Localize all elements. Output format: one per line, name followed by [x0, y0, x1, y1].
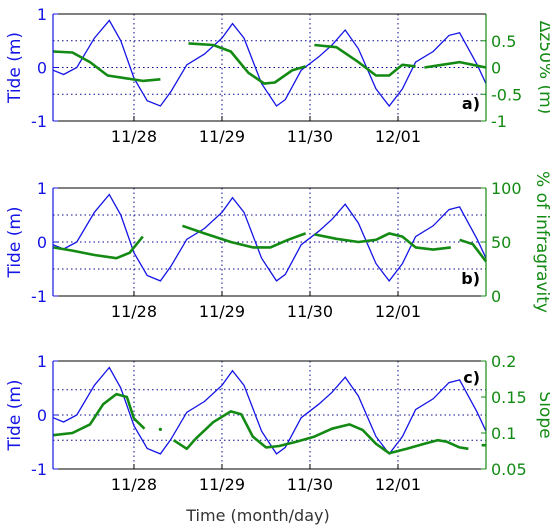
right-y-axis-label: Δz50% (m)	[535, 21, 550, 115]
secondary-segment-2	[314, 232, 451, 251]
x-axis-label: Time (month/day)	[185, 506, 329, 525]
left-tick-label-1: 0	[37, 233, 47, 252]
right-tick-label-2: 0	[491, 59, 501, 78]
x-tick-label-3: 12/01	[375, 302, 421, 321]
left-tick-label-2: 1	[37, 352, 47, 371]
right-tick-label-0: 0.05	[491, 460, 527, 479]
left-y-axis-label: Tide (m)	[5, 379, 25, 451]
secondary-point-1	[158, 427, 162, 431]
left-tick-label-0: -1	[31, 112, 47, 131]
panel-c: -1 0 1 0.05 0.1 0.15 0.2 11/28 11/29 11/30 12/01 Ti…	[5, 352, 550, 494]
panel-label: c)	[463, 368, 480, 387]
right-tick-label-1: 50	[491, 233, 511, 252]
x-tick-label-0: 11/28	[111, 127, 157, 146]
x-tick-label-1: 11/29	[199, 127, 245, 146]
x-tick-label-2: 11/30	[287, 475, 333, 494]
tide-line	[52, 366, 487, 455]
right-tick-label-1: 0.1	[491, 424, 516, 443]
secondary-segment-0	[52, 392, 146, 437]
x-tick-label-0: 11/28	[111, 475, 157, 494]
x-tick-label-1: 11/29	[199, 475, 245, 494]
panel-b: -1 0 1 0 50 100 11/28 11/29 11/30 12/01 Tide (m) % …	[5, 171, 550, 321]
right-tick-label-0: -1	[491, 112, 507, 131]
left-tick-label-1: 0	[37, 406, 47, 425]
right-tick-label-2: 0.15	[491, 388, 527, 407]
left-y-axis-label: Tide (m)	[5, 206, 25, 278]
secondary-segment-3	[459, 238, 488, 263]
left-tick-label-2: 1	[37, 179, 47, 198]
right-tick-label-2: 100	[491, 179, 522, 198]
right-y-axis-label: % of infragravity	[532, 171, 550, 313]
tide-line	[52, 19, 487, 108]
panel-a: -1 0 1 -1 -0.5 0 0.5 11/28 11/29 11/30 12/01 Tide (…	[5, 5, 550, 146]
left-tick-label-1: 0	[37, 59, 47, 78]
tide-line	[52, 193, 487, 282]
x-tick-label-0: 11/28	[111, 302, 157, 321]
secondary-segment-2	[314, 43, 416, 77]
x-tick-label-3: 12/01	[375, 475, 421, 494]
panels: -1 0 1 -1 -0.5 0 0.5 11/28 11/29 11/30 12/01 Tide (…	[5, 5, 550, 494]
left-tick-label-0: -1	[31, 460, 47, 479]
left-tick-label-0: -1	[31, 287, 47, 306]
x-tick-label-2: 11/30	[287, 127, 333, 146]
secondary-segment-3	[424, 60, 487, 69]
left-tick-label-2: 1	[37, 5, 47, 24]
secondary-segment-0	[52, 235, 144, 260]
right-tick-label-1: -0.5	[491, 85, 522, 104]
right-tick-label-0: 0	[491, 287, 501, 306]
x-tick-label-2: 11/30	[287, 302, 333, 321]
left-y-axis-label: Tide (m)	[5, 32, 25, 104]
right-y-axis-label: Slope	[535, 391, 550, 438]
secondary-segment-1	[181, 224, 307, 249]
secondary-segment-2	[172, 410, 469, 455]
x-tick-label-3: 12/01	[375, 127, 421, 146]
secondary-segment-1	[188, 42, 306, 85]
secondary-segment-0	[52, 50, 161, 83]
panel-label: b)	[461, 269, 480, 288]
panel-label: a)	[462, 94, 480, 113]
x-tick-label-1: 11/29	[199, 302, 245, 321]
right-tick-label-3: 0.5	[491, 32, 516, 51]
right-tick-label-3: 0.2	[491, 352, 516, 371]
